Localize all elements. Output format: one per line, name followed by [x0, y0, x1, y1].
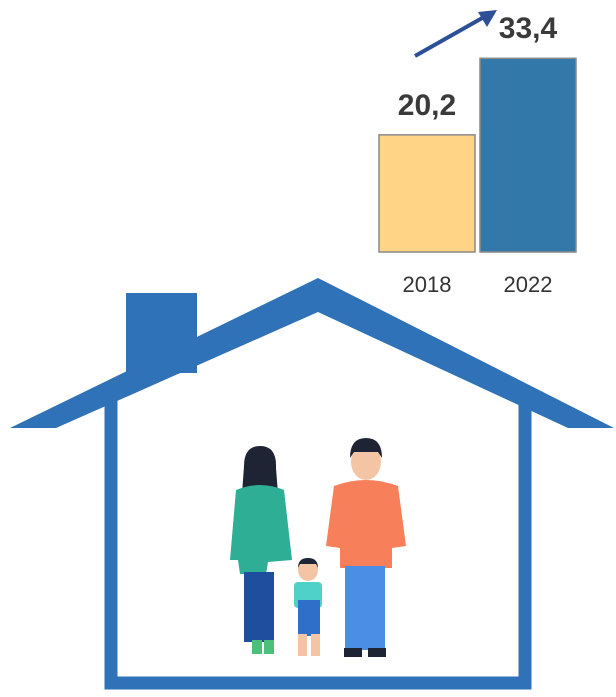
category-label: 2022: [504, 272, 553, 297]
bar: [480, 58, 576, 252]
value-label: 20,2: [398, 89, 456, 122]
category-label: 2018: [403, 272, 452, 297]
family: [230, 438, 406, 657]
infographic: 20,2 2018 33,4 2022: [0, 0, 616, 697]
bar: [379, 135, 475, 252]
growth-arrow: [415, 10, 497, 56]
bar-chart: 20,2 2018 33,4 2022: [379, 12, 576, 297]
value-label: 33,4: [499, 12, 558, 45]
